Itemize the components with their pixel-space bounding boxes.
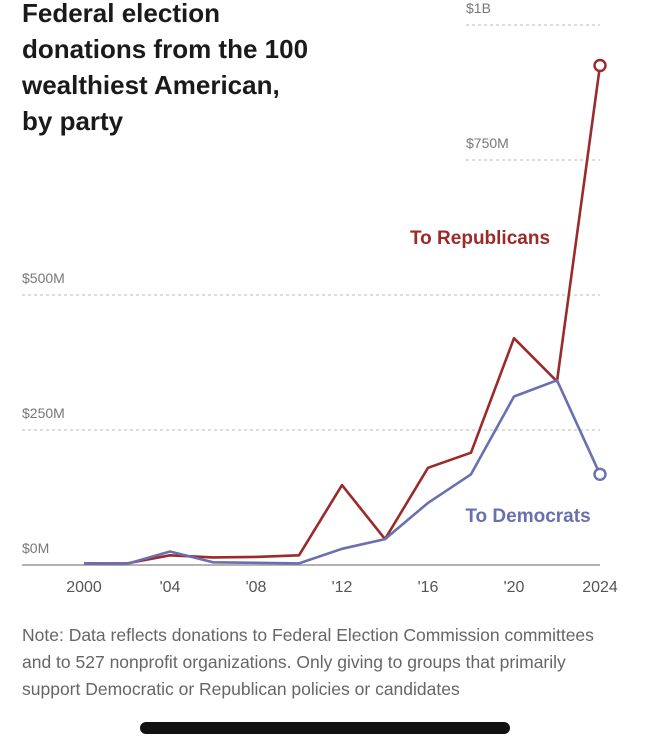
- x-tick-label: '16: [418, 579, 439, 596]
- series-labels: To Republicans To Democrats: [410, 228, 591, 527]
- series: [83, 58, 607, 566]
- chart-title: Federal election donations from the 100 we…: [21, 0, 308, 136]
- y-tick-label: $0M: [22, 540, 49, 556]
- y-axis-ticks: $0M $250M $500M $750M $1B: [22, 0, 509, 556]
- series-end-marker: [593, 467, 607, 481]
- series-line: [84, 65, 602, 565]
- series-line: [83, 378, 602, 566]
- y-tick-label: $1B: [466, 0, 491, 16]
- x-tick-label: '20: [504, 579, 525, 596]
- x-axis-ticks: 2000 '04 '08 '12 '16 '20 2024: [66, 579, 618, 596]
- chart-title-line: Federal election: [22, 0, 220, 28]
- series-end-marker: [593, 58, 607, 73]
- chart-title-line: wealthiest American,: [21, 70, 280, 100]
- series-label: To Democrats: [465, 506, 590, 527]
- chart-note: Note: Data reflects donations to Federal…: [22, 625, 594, 699]
- x-tick-label: '12: [332, 579, 353, 596]
- x-tick-label: 2024: [582, 579, 618, 596]
- x-tick-label: 2000: [66, 579, 102, 596]
- chart-title-line: by party: [22, 106, 124, 136]
- y-tick-label: $500M: [22, 270, 65, 286]
- redaction-bar: [140, 722, 510, 734]
- y-tick-label: $750M: [466, 135, 509, 151]
- x-tick-label: '04: [160, 579, 181, 596]
- x-tick-label: '08: [246, 579, 267, 596]
- chart-title-line: donations from the 100: [22, 34, 308, 64]
- y-tick-label: $250M: [22, 405, 65, 421]
- series-label: To Republicans: [410, 228, 550, 249]
